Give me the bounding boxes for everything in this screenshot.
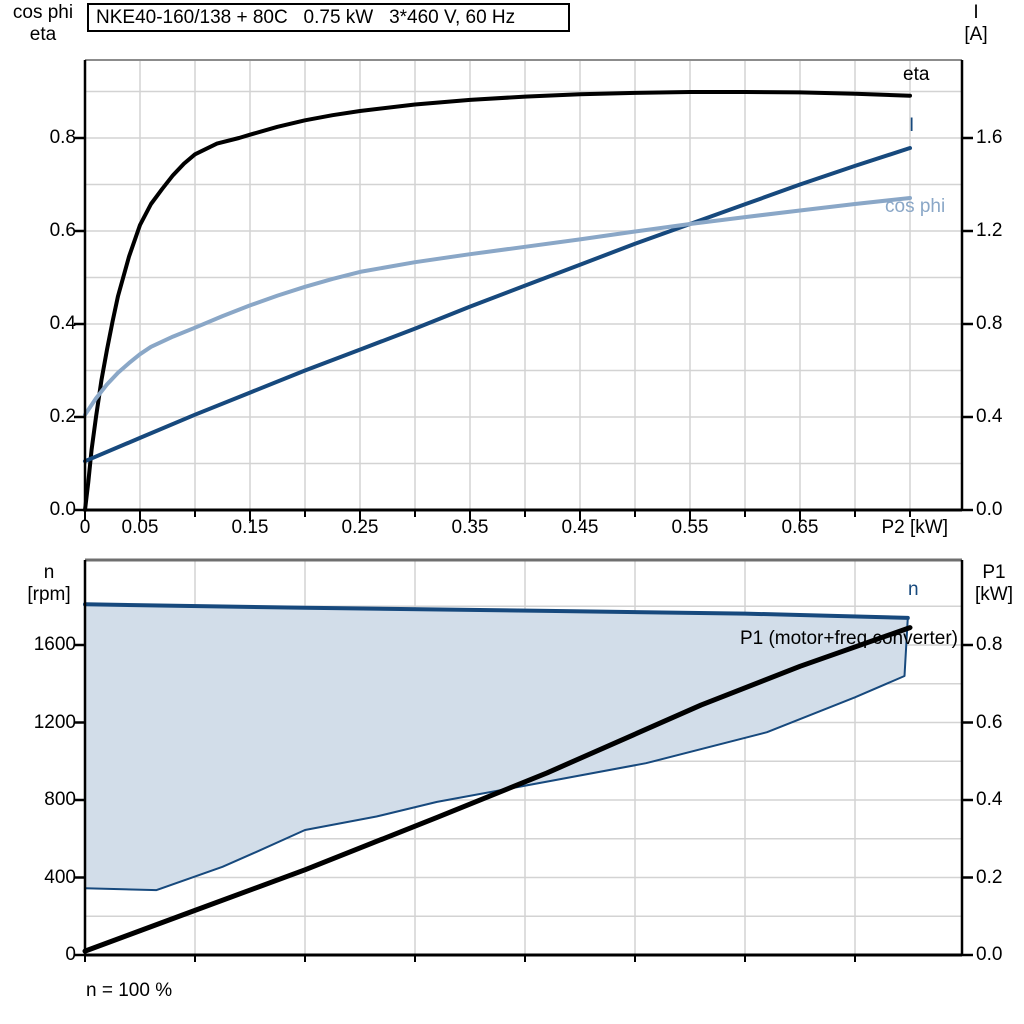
tick-label: 0.4 xyxy=(49,313,76,334)
tick-label: 0 xyxy=(65,944,76,965)
tick-label: 0.6 xyxy=(49,220,76,241)
x-axis-label-p2: P2 [kW] xyxy=(881,517,948,538)
tick-label: 0.2 xyxy=(976,866,1003,888)
tick-label: 800 xyxy=(44,789,76,810)
speed-curve-label: n xyxy=(908,579,919,600)
top-right-axis-unit-amps: [A] xyxy=(964,24,988,45)
chart-title: NKE40-160/138 + 80C 0.75 kW 3*460 V, 60 … xyxy=(96,6,516,28)
tick-label: 0 xyxy=(79,517,91,538)
tick-label: 0.65 xyxy=(781,517,819,538)
tick-label: 0.6 xyxy=(976,711,1003,733)
tick-label: 0.45 xyxy=(561,517,599,538)
tick-label: 1600 xyxy=(33,634,76,655)
chart-title-box: NKE40-160/138 + 80C 0.75 kW 3*460 V, 60 … xyxy=(87,3,570,32)
tick-label: 0.8 xyxy=(976,634,1003,655)
top-left-axis-label-eta: eta xyxy=(29,24,57,45)
tick-label: 0.8 xyxy=(49,127,76,148)
tick-label: 1.2 xyxy=(976,220,1003,241)
tick-label: 0.55 xyxy=(671,517,709,538)
tick-label: 400 xyxy=(44,866,76,888)
tick-label: 0.0 xyxy=(976,944,1003,965)
current-curve-label: I xyxy=(909,115,915,136)
bottom-left-axis-label-speed: n xyxy=(43,562,55,583)
top-left-axis-label-cosphi: cos phi xyxy=(12,2,74,23)
top-right-axis-label-current: I xyxy=(973,2,979,23)
tick-label: 0.4 xyxy=(976,406,1003,427)
tick-label: 0.25 xyxy=(341,517,379,538)
tick-label: 0.4 xyxy=(976,789,1003,810)
bottom-left-axis-unit-rpm: [rpm] xyxy=(27,584,71,605)
tick-label: 0.0 xyxy=(49,499,76,520)
tick-label: 0.0 xyxy=(976,499,1003,520)
speed-footnote: n = 100 % xyxy=(86,980,173,1001)
eta-curve-label: eta xyxy=(903,64,930,85)
tick-label: 0.2 xyxy=(49,406,76,427)
tick-label: 0.35 xyxy=(451,517,489,538)
tick-label: 1.6 xyxy=(976,127,1003,148)
cosphi-curve-label: cos phi xyxy=(885,196,946,217)
tick-label: 0.05 xyxy=(121,517,159,538)
tick-label: 0.8 xyxy=(976,313,1003,334)
tick-label: 0.15 xyxy=(231,517,269,538)
bottom-right-axis-unit-kw: [kW] xyxy=(975,584,1013,605)
p1-curve-annotation: P1 (motor+freq.converter) xyxy=(739,628,958,649)
bottom-right-axis-label-p1: P1 xyxy=(982,562,1006,583)
tick-label: 1200 xyxy=(33,711,76,733)
